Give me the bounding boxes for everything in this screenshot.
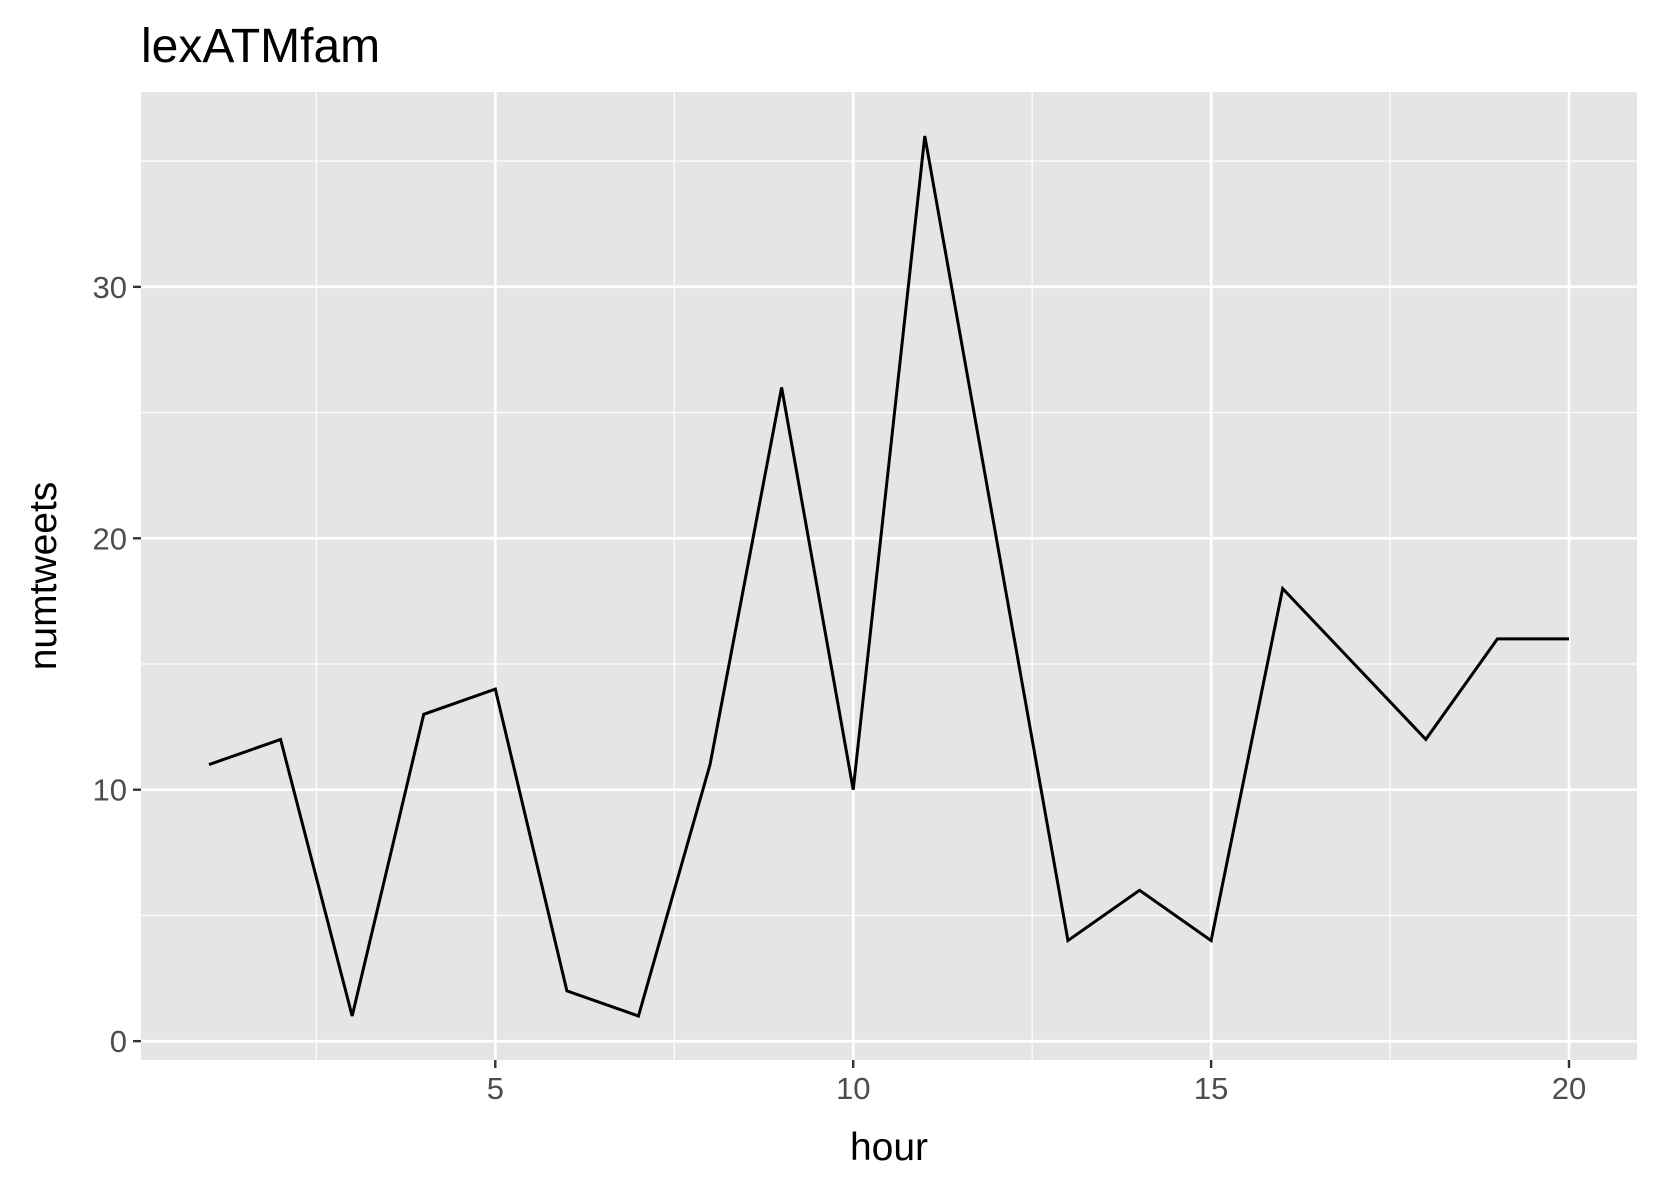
chart-title: lexATMfam (141, 20, 380, 73)
x-tick-label: 15 (1194, 1071, 1228, 1106)
minor-grid (141, 92, 1637, 1060)
y-tick-label: 30 (93, 270, 127, 305)
plot-panel (141, 92, 1637, 1060)
x-tick-label: 5 (487, 1071, 504, 1106)
x-tick-label: 20 (1552, 1071, 1586, 1106)
y-axis-title: numtweets (22, 482, 65, 671)
x-tick-label: 10 (836, 1071, 870, 1106)
x-axis-title: hour (850, 1126, 928, 1169)
y-tick-label: 0 (110, 1024, 127, 1059)
y-axis: 0 10 20 30 (93, 270, 141, 1059)
y-tick-label: 20 (93, 521, 127, 556)
x-axis: 5 10 15 20 (487, 1060, 1586, 1106)
y-tick-label: 10 (93, 773, 127, 808)
series-line (208, 135, 1569, 1018)
major-grid (141, 92, 1637, 1060)
